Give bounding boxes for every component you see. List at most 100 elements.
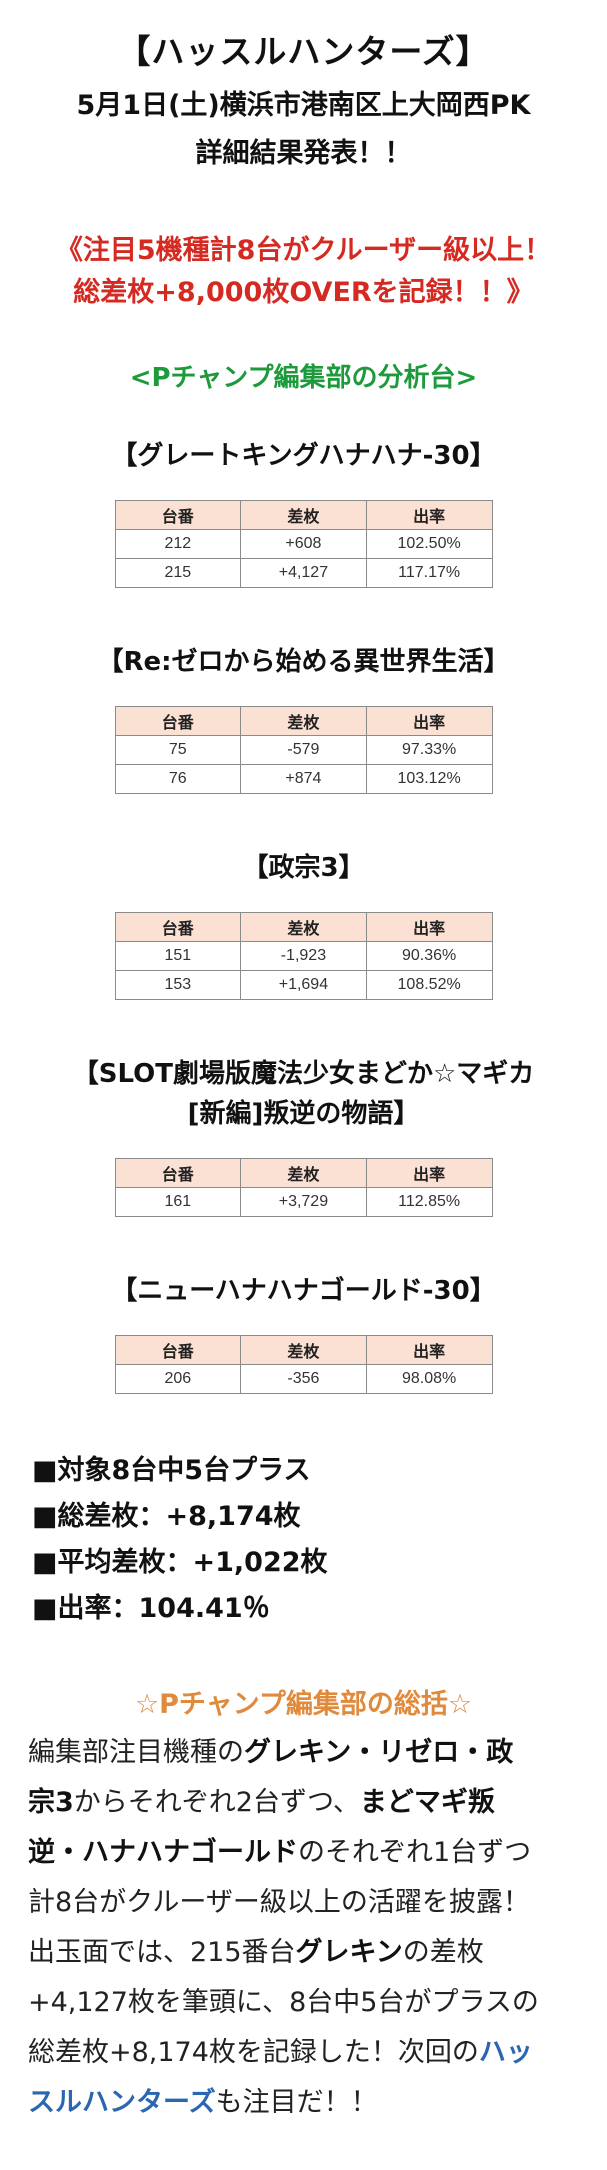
header-payout: 出率 [365, 500, 493, 530]
store-name-link-text: ハッ [478, 2037, 533, 2068]
cell-machine-number: 212 [114, 529, 242, 559]
table-row: 153 +1,694 108.52% [114, 970, 493, 1000]
machine-section-madomagi: 【SLOT劇場版魔法少女まどか☆マギカ [新編]叛逆の物語】 台番 差枚 出率 … [28, 1054, 579, 1217]
table-header-row: 台番 差枚 出率 [114, 1158, 493, 1188]
comment-bold-text: まどマギ叛 [359, 1787, 495, 1818]
comment-text: 編集部注目機種の [28, 1737, 244, 1768]
header-machine-number: 台番 [114, 706, 242, 736]
cell-payout: 90.36% [365, 941, 493, 971]
table-row: 206 -356 98.08% [114, 1364, 493, 1394]
table-header-row: 台番 差枚 出率 [114, 706, 493, 736]
cell-diff: -356 [240, 1364, 367, 1394]
machine-title-line-1: 【SLOT劇場版魔法少女まどか☆マギカ [72, 1059, 535, 1089]
comment-line: +4,127枚を筆頭に、8台中5台がプラスの [28, 1987, 539, 2018]
cell-machine-number: 161 [114, 1187, 242, 1217]
comment-text: 出玉面では、215番台 [28, 1937, 296, 1968]
cell-machine-number: 153 [114, 970, 242, 1000]
table-row: 76 +874 103.12% [114, 764, 493, 794]
cell-payout: 102.50% [365, 529, 493, 559]
results-announcement: 詳細結果発表！！ [195, 138, 412, 169]
comment-text: も注目だ！！ [215, 2087, 378, 2118]
header-machine-number: 台番 [114, 500, 242, 530]
summary-total-diff: ■総差枚：+8,174枚 [32, 1501, 301, 1532]
machine-results-table: 台番 差枚 出率 212 +608 102.50% 215 +4,127 117… [114, 500, 493, 588]
machine-section-newhanahana: 【ニューハナハナゴールド-30】 台番 差枚 出率 206 -356 98.08… [28, 1271, 579, 1394]
highlight-banner: 《注目5機種計8台がクルーザー級以上！ 総差枚+8,000枚OVERを記録！！》 [28, 230, 579, 314]
header-payout: 出率 [365, 1158, 493, 1188]
machine-results-table: 台番 差枚 出率 161 +3,729 112.85% [114, 1158, 493, 1217]
editorial-summary-heading: ☆Pチャンプ編集部の総括☆ [134, 1689, 473, 1720]
machine-results-table: 台番 差枚 出率 151 -1,923 90.36% 153 +1,694 10… [114, 912, 493, 1000]
comment-line: 宗3からそれぞれ2台ずつ、まどマギ叛 [28, 1778, 579, 1828]
cell-diff: +3,729 [240, 1187, 367, 1217]
cell-diff: +4,127 [240, 558, 367, 588]
table-header-row: 台番 差枚 出率 [114, 500, 493, 530]
machine-title: 【政宗3】 [242, 853, 365, 883]
comment-bold-text: グレキン・リゼロ・政 [244, 1737, 514, 1768]
machine-title: 【グレートキングハナハナ-30】 [111, 441, 496, 471]
table-header-row: 台番 差枚 出率 [114, 1335, 493, 1365]
header-diff: 差枚 [240, 500, 367, 530]
cell-machine-number: 76 [114, 764, 242, 794]
store-name-link-text: スルハンターズ [28, 2087, 216, 2118]
table-row: 161 +3,729 112.85% [114, 1187, 493, 1217]
cell-diff: -579 [240, 735, 367, 765]
summary-average-diff: ■平均差枚：+1,022枚 [32, 1547, 328, 1578]
cell-machine-number: 75 [114, 735, 242, 765]
cell-diff: -1,923 [240, 941, 367, 971]
comment-line: 出玉面では、215番台グレキンの差枚 [28, 1928, 579, 1978]
comment-bold-text: グレキン [295, 1937, 403, 1968]
summary-block: ■対象8台中5台プラス ■総差枚：+8,174枚 ■平均差枚：+1,022枚 ■… [28, 1448, 579, 1632]
header-diff: 差枚 [240, 706, 367, 736]
header-machine-number: 台番 [114, 1335, 242, 1365]
machine-title-line-2: [新編]叛逆の物語】 [187, 1099, 420, 1129]
header-machine-number: 台番 [114, 1158, 242, 1188]
machine-section-masamune3: 【政宗3】 台番 差枚 出率 151 -1,923 90.36% 153 +1,… [28, 848, 579, 1000]
machine-title: 【Re:ゼロから始める異世界生活】 [97, 647, 510, 677]
cell-payout: 117.17% [365, 558, 493, 588]
summary-payout-rate: ■出率：104.41％ [32, 1593, 270, 1624]
comment-text: の差枚 [402, 1937, 484, 1968]
table-row: 215 +4,127 117.17% [114, 558, 493, 588]
header-diff: 差枚 [240, 1335, 367, 1365]
header-payout: 出率 [365, 706, 493, 736]
header-payout: 出率 [365, 1335, 493, 1365]
comment-line: 計8台がクルーザー級以上の活躍を披露！ [28, 1887, 530, 1918]
machine-results-table: 台番 差枚 出率 206 -356 98.08% [114, 1335, 493, 1394]
comment-text: 総差枚+8,174枚を記録した！次回の [28, 2037, 479, 2068]
editorial-summary-text: 編集部注目機種のグレキン・リゼロ・政 宗3からそれぞれ2台ずつ、まどマギ叛 逆・… [28, 1728, 579, 2128]
summary-plus-count: ■対象8台中5台プラス [32, 1455, 311, 1486]
comment-bold-text: 逆・ハナハナゴールド [28, 1837, 298, 1868]
cell-diff: +1,694 [240, 970, 367, 1000]
analysis-heading: <Pチャンプ編集部の分析台> [129, 363, 478, 393]
header-diff: 差枚 [240, 1158, 367, 1188]
store-name-title: 【ハッスルハンターズ】 [117, 32, 490, 71]
cell-payout: 108.52% [365, 970, 493, 1000]
table-row: 151 -1,923 90.36% [114, 941, 493, 971]
highlight-line-1: 《注目5機種計8台がクルーザー級以上！ [55, 235, 552, 266]
machine-title: 【ニューハナハナゴールド-30】 [111, 1276, 496, 1306]
cell-diff: +874 [240, 764, 367, 794]
cell-payout: 112.85% [365, 1187, 493, 1217]
comment-line: 逆・ハナハナゴールドのそれぞれ1台ずつ [28, 1828, 579, 1878]
cell-payout: 97.33% [365, 735, 493, 765]
comment-line: 編集部注目機種のグレキン・リゼロ・政 [28, 1728, 579, 1778]
comment-bold-text: 宗3 [28, 1787, 74, 1818]
table-header-row: 台番 差枚 出率 [114, 912, 493, 942]
cell-payout: 103.12% [365, 764, 493, 794]
comment-line: スルハンターズも注目だ！！ [28, 2078, 579, 2128]
header-payout: 出率 [365, 912, 493, 942]
machine-section-rezero: 【Re:ゼロから始める異世界生活】 台番 差枚 出率 75 -579 97.33… [28, 642, 579, 794]
machine-section-hanahana30: 【グレートキングハナハナ-30】 台番 差枚 出率 212 +608 102.5… [28, 436, 579, 588]
cell-machine-number: 215 [114, 558, 242, 588]
comment-text: のそれぞれ1台ずつ [298, 1837, 532, 1868]
cell-machine-number: 206 [114, 1364, 242, 1394]
cell-diff: +608 [240, 529, 367, 559]
header-machine-number: 台番 [114, 912, 242, 942]
event-date-location: 5月1日(土)横浜市港南区上大岡西PK [76, 90, 531, 121]
machine-results-table: 台番 差枚 出率 75 -579 97.33% 76 +874 103.12% [114, 706, 493, 794]
highlight-line-2: 総差枚+8,000枚OVERを記録！！》 [73, 277, 534, 308]
cell-machine-number: 151 [114, 941, 242, 971]
comment-line: 総差枚+8,174枚を記録した！次回のハッ [28, 2028, 579, 2078]
comment-text: からそれぞれ2台ずつ、 [73, 1787, 360, 1818]
